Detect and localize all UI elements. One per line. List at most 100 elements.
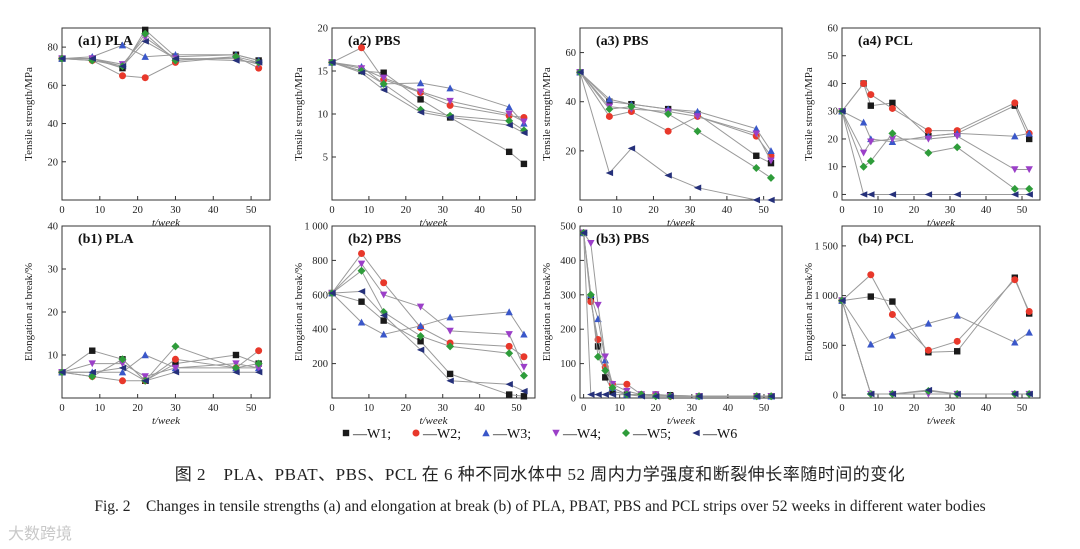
data-point	[1011, 166, 1019, 174]
data-point	[587, 240, 595, 247]
data-point	[867, 271, 875, 279]
data-point	[753, 393, 761, 400]
data-point	[118, 360, 127, 368]
data-point	[505, 349, 514, 358]
y-tick-label: 200	[312, 359, 328, 370]
data-point	[953, 311, 961, 319]
legend-item-W4: —W4;	[552, 427, 601, 442]
x-tick-label: 50	[759, 403, 770, 414]
data-point	[328, 289, 336, 297]
data-point	[888, 104, 896, 112]
data-point	[766, 173, 775, 182]
data-point	[358, 298, 365, 305]
series-W6	[838, 108, 1033, 198]
y-axis-label: Tensile strength/MPa	[293, 67, 305, 161]
y-tick-label: 400	[560, 256, 576, 267]
y-tick-label: 10	[48, 351, 59, 362]
x-tick-label: 40	[981, 205, 992, 216]
data-point	[416, 79, 425, 87]
data-point	[753, 152, 760, 159]
x-tick-label: 20	[132, 205, 143, 216]
data-point	[416, 303, 425, 311]
panel-title: (b1) PLA	[78, 232, 135, 247]
data-point	[1025, 184, 1034, 193]
x-tick-label: 20	[648, 205, 659, 216]
caption-chinese: 图 2 PLA、PBAT、PBS、PCL 在 6 种不同水体中 52 周内力学强…	[174, 465, 906, 484]
panel-title: (a2) PBS	[348, 34, 401, 49]
legend-marker	[622, 429, 630, 437]
data-point	[1025, 390, 1033, 398]
data-point	[58, 55, 66, 62]
y-tick-label: 500	[560, 222, 576, 233]
data-point	[576, 69, 584, 76]
data-point	[608, 391, 617, 398]
data-point	[446, 377, 454, 384]
data-point	[379, 312, 388, 319]
data-point	[867, 390, 875, 398]
data-point	[889, 298, 896, 305]
y-tick-label: 200	[560, 325, 576, 336]
legend-item-W3: —W3;	[482, 427, 531, 442]
data-point	[141, 74, 149, 82]
y-axis-label: Elongation at break/%	[293, 263, 305, 361]
data-point	[357, 260, 366, 268]
x-tick-label: 30	[437, 205, 448, 216]
x-tick-label: 10	[614, 403, 625, 414]
y-tick-label: 30	[828, 107, 839, 118]
y-tick-label: 0	[571, 394, 576, 405]
y-tick-label: 80	[48, 43, 59, 54]
x-tick-label: 20	[401, 403, 412, 414]
data-point	[605, 95, 614, 103]
data-point	[627, 102, 636, 111]
data-point	[416, 88, 425, 96]
data-point	[88, 55, 96, 62]
data-point	[255, 347, 263, 355]
data-point	[867, 138, 875, 146]
x-tick-label: 0	[839, 403, 844, 414]
data-point	[171, 369, 180, 376]
data-point	[58, 369, 66, 376]
y-tick-label: 60	[48, 81, 59, 92]
data-point	[1025, 191, 1033, 198]
data-point	[505, 308, 513, 316]
data-point	[254, 359, 263, 368]
data-point	[254, 369, 263, 376]
data-point	[118, 368, 127, 376]
data-point	[666, 393, 674, 400]
data-point	[416, 109, 425, 116]
x-tick-label: 0	[329, 205, 334, 216]
data-point	[118, 63, 127, 70]
data-point	[446, 370, 454, 378]
data-point	[752, 130, 760, 138]
data-point	[505, 381, 513, 388]
x-tick-label: 0	[839, 205, 844, 216]
data-point	[172, 360, 179, 367]
x-tick-label: 20	[132, 403, 143, 414]
data-point	[254, 59, 263, 66]
x-tick-label: 0	[577, 205, 582, 216]
panel-b3: 0 10 20 30 40 500100200300400500t/weekElongat…	[541, 222, 783, 427]
data-point	[586, 290, 595, 299]
legend-marker	[342, 429, 350, 437]
legend-label: —W2;	[422, 427, 461, 442]
data-point	[379, 330, 388, 338]
data-point	[695, 393, 703, 400]
x-axis-label: t/week	[927, 415, 956, 427]
data-point	[924, 191, 933, 198]
data-point	[254, 364, 263, 372]
y-tick-label: 20	[48, 308, 59, 319]
data-point	[953, 191, 961, 198]
x-tick-label: 40	[208, 205, 219, 216]
data-point	[379, 291, 388, 299]
data-point	[520, 118, 528, 126]
data-point	[924, 319, 933, 327]
data-point	[623, 380, 631, 388]
x-tick-label: 40	[981, 403, 992, 414]
data-point	[379, 79, 388, 88]
series-W6	[58, 364, 263, 384]
data-point	[594, 352, 603, 361]
legend-marker	[552, 429, 560, 437]
data-point	[232, 351, 240, 359]
data-point	[505, 331, 513, 339]
data-point	[664, 127, 672, 135]
